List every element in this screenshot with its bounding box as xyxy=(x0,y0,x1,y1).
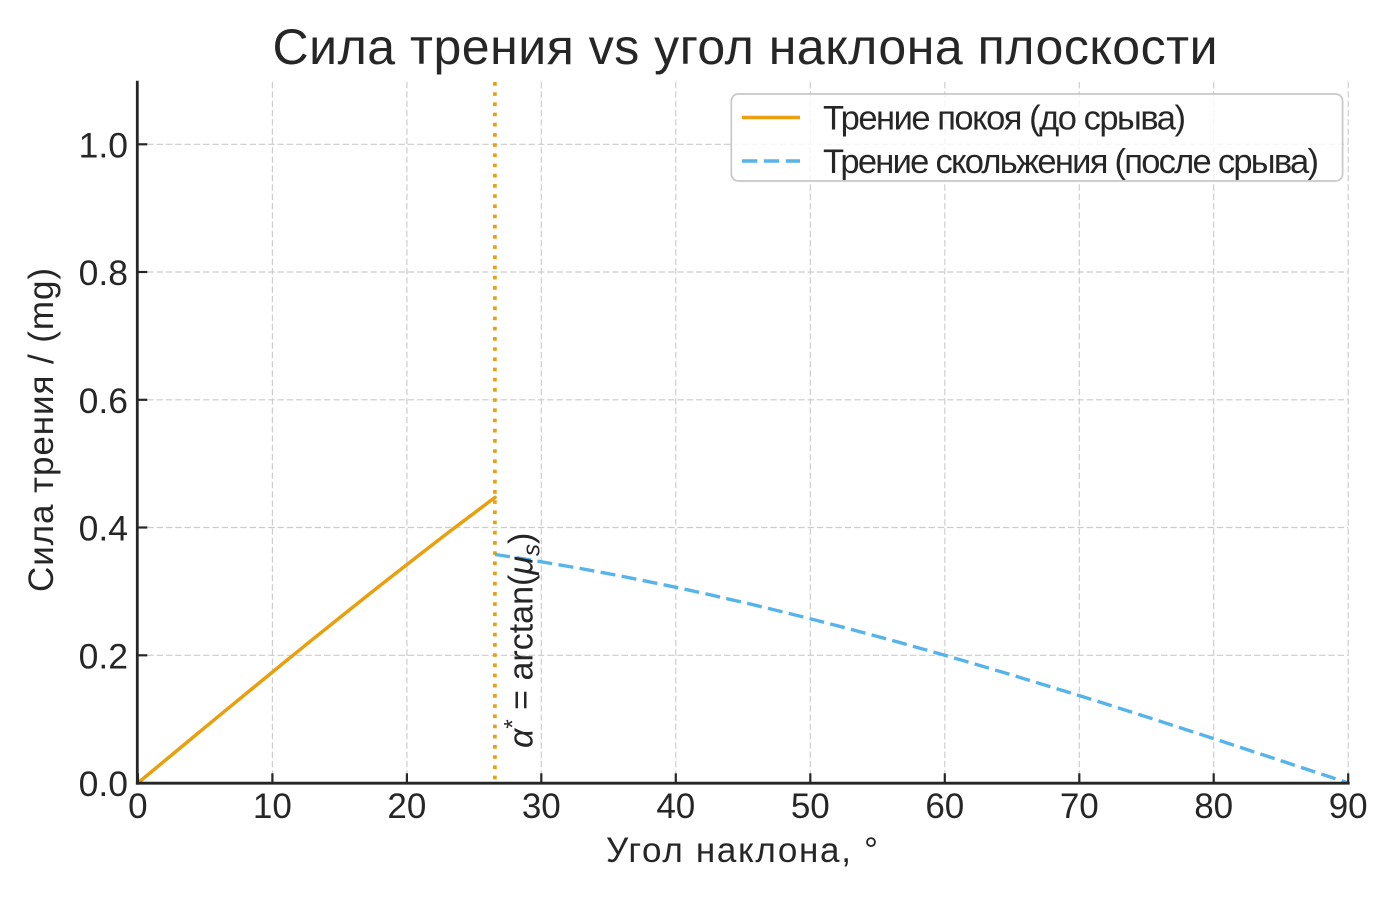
svg-text:40: 40 xyxy=(656,787,695,826)
svg-text:α* = arctan(μs): α* = arctan(μs) xyxy=(500,533,546,748)
svg-text:Трение скольжения (после срыва: Трение скольжения (после срыва) xyxy=(823,143,1319,181)
svg-text:70: 70 xyxy=(1060,787,1099,826)
svg-text:20: 20 xyxy=(387,787,426,826)
svg-text:0.8: 0.8 xyxy=(79,253,128,293)
svg-text:0.0: 0.0 xyxy=(79,764,128,804)
svg-text:10: 10 xyxy=(253,787,292,826)
svg-text:60: 60 xyxy=(925,787,964,826)
svg-text:30: 30 xyxy=(522,787,561,826)
svg-text:0.4: 0.4 xyxy=(79,509,128,549)
svg-text:0.6: 0.6 xyxy=(79,381,128,421)
svg-text:Сила трения vs угол наклона пл: Сила трения vs угол наклона плоскости xyxy=(273,19,1218,75)
svg-text:90: 90 xyxy=(1329,787,1368,826)
svg-text:1.0: 1.0 xyxy=(79,126,128,166)
svg-text:Сила трения / (mg): Сила трения / (mg) xyxy=(22,268,61,592)
svg-text:80: 80 xyxy=(1194,787,1233,826)
svg-text:Угол наклона, °: Угол наклона, ° xyxy=(606,831,878,870)
svg-text:Трение покоя (до срыва): Трение покоя (до срыва) xyxy=(823,100,1186,138)
svg-text:0: 0 xyxy=(128,787,147,826)
svg-text:50: 50 xyxy=(791,787,830,826)
svg-text:0.2: 0.2 xyxy=(79,637,128,677)
